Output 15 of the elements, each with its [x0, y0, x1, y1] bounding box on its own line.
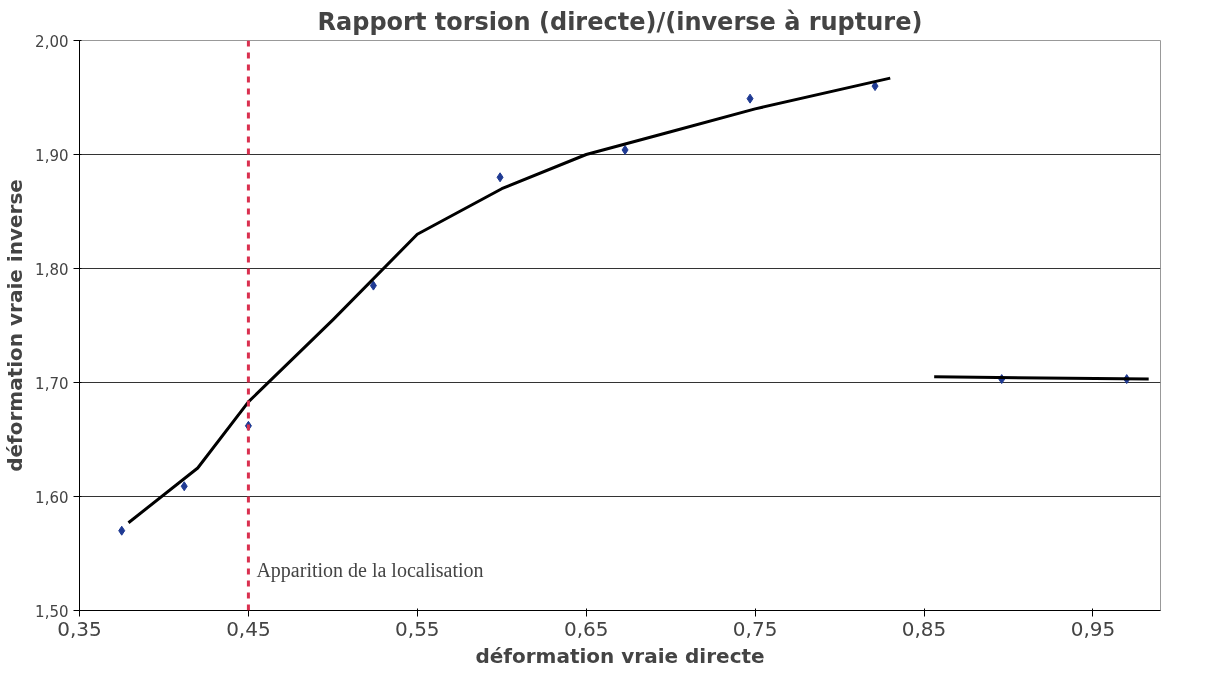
y-tick-label: 1,70	[35, 374, 69, 393]
chart-title: Rapport torsion (directe)/(inverse à rupture)	[317, 7, 923, 36]
y-tick-label: 1,60	[35, 488, 69, 507]
x-tick-label: 0,55	[395, 616, 440, 641]
x-axis-title: déformation vraie directe	[475, 643, 765, 668]
y-tick-label: 2,00	[35, 32, 69, 51]
ref-line-label: Apparition de la localisation	[256, 558, 484, 582]
x-tick-label: 0,95	[1070, 616, 1116, 641]
y-tick-label: 1,90	[35, 146, 69, 165]
y-tick-label: 1,80	[35, 260, 69, 279]
y-axis-title: déformation vraie inverse	[3, 179, 28, 472]
x-tick-label: 0,45	[226, 616, 271, 641]
x-tick-label: 0,85	[901, 616, 947, 641]
x-tick-label: 0,65	[563, 616, 609, 641]
x-tick-label: 0,75	[732, 616, 778, 641]
